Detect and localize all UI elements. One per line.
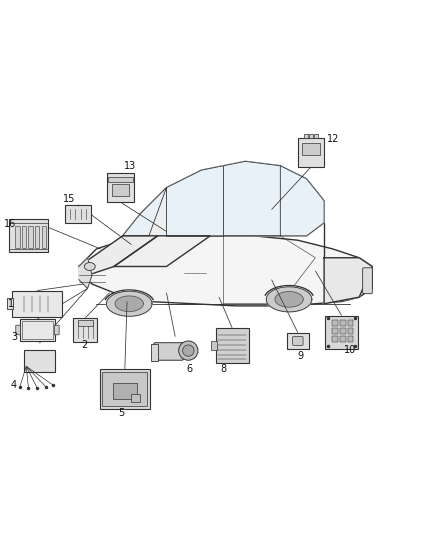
FancyBboxPatch shape [112, 184, 129, 197]
Ellipse shape [84, 263, 95, 270]
Text: 6: 6 [186, 365, 192, 374]
FancyBboxPatch shape [216, 328, 249, 363]
Text: 15: 15 [63, 195, 75, 205]
FancyBboxPatch shape [65, 205, 91, 223]
FancyBboxPatch shape [22, 226, 26, 248]
FancyBboxPatch shape [131, 394, 140, 402]
FancyBboxPatch shape [20, 319, 55, 341]
Polygon shape [79, 236, 372, 306]
FancyBboxPatch shape [107, 173, 134, 202]
FancyBboxPatch shape [340, 320, 346, 326]
Text: 8: 8 [220, 365, 226, 374]
Text: 3: 3 [11, 332, 17, 342]
FancyBboxPatch shape [12, 290, 63, 317]
Polygon shape [123, 161, 324, 236]
Polygon shape [115, 296, 143, 311]
Text: 5: 5 [119, 408, 125, 418]
Text: 16: 16 [4, 219, 16, 229]
Polygon shape [275, 292, 303, 307]
Polygon shape [114, 236, 210, 266]
FancyBboxPatch shape [24, 350, 55, 372]
FancyBboxPatch shape [151, 344, 158, 361]
Polygon shape [324, 258, 372, 304]
Text: 2: 2 [81, 341, 87, 350]
Circle shape [179, 341, 198, 360]
Polygon shape [266, 287, 312, 312]
FancyBboxPatch shape [332, 336, 338, 342]
Polygon shape [280, 166, 324, 236]
Polygon shape [123, 188, 166, 236]
FancyBboxPatch shape [340, 328, 346, 334]
Text: 1: 1 [8, 298, 14, 309]
FancyBboxPatch shape [325, 316, 358, 349]
FancyBboxPatch shape [314, 134, 318, 139]
Circle shape [183, 345, 194, 356]
FancyBboxPatch shape [42, 226, 46, 248]
FancyBboxPatch shape [332, 320, 338, 326]
FancyBboxPatch shape [304, 134, 308, 139]
FancyBboxPatch shape [340, 336, 346, 342]
FancyBboxPatch shape [54, 325, 59, 335]
FancyBboxPatch shape [16, 325, 21, 335]
Text: 4: 4 [11, 379, 17, 390]
Polygon shape [79, 258, 92, 288]
FancyBboxPatch shape [348, 336, 353, 342]
FancyBboxPatch shape [348, 320, 353, 326]
Polygon shape [79, 236, 158, 275]
FancyBboxPatch shape [15, 226, 20, 248]
Text: 12: 12 [327, 134, 339, 144]
Text: 13: 13 [124, 161, 137, 171]
FancyBboxPatch shape [298, 139, 324, 167]
FancyBboxPatch shape [74, 318, 97, 342]
FancyBboxPatch shape [211, 341, 216, 350]
FancyBboxPatch shape [99, 369, 150, 409]
Polygon shape [166, 161, 280, 236]
FancyBboxPatch shape [102, 372, 147, 406]
FancyBboxPatch shape [154, 343, 184, 360]
FancyBboxPatch shape [108, 177, 133, 182]
FancyBboxPatch shape [9, 220, 48, 252]
FancyBboxPatch shape [113, 383, 137, 399]
Polygon shape [106, 291, 152, 316]
FancyBboxPatch shape [348, 328, 353, 334]
FancyBboxPatch shape [302, 142, 320, 155]
FancyBboxPatch shape [28, 226, 33, 248]
FancyBboxPatch shape [78, 320, 93, 326]
FancyBboxPatch shape [7, 298, 13, 309]
FancyBboxPatch shape [332, 328, 338, 334]
FancyBboxPatch shape [309, 134, 313, 139]
FancyBboxPatch shape [363, 268, 372, 294]
FancyBboxPatch shape [35, 226, 39, 248]
Text: 10: 10 [344, 345, 357, 355]
Text: 9: 9 [297, 351, 303, 361]
FancyBboxPatch shape [287, 333, 309, 349]
FancyBboxPatch shape [293, 336, 303, 345]
